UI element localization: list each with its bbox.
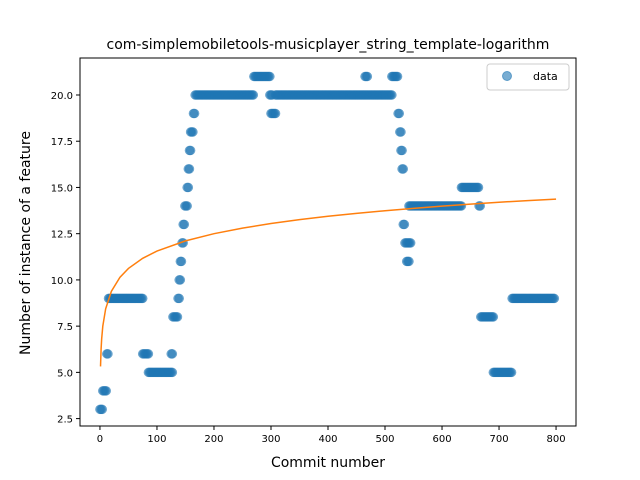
legend-box [486,63,570,91]
data-point [137,293,148,304]
x-tick-label: 100 [147,434,166,445]
x-tick-label: 700 [489,434,508,445]
data-point [394,108,405,119]
x-tick-label: 300 [261,434,280,445]
data-point [188,127,198,137]
data-point [398,164,409,174]
y-tick-label: 12.5 [51,230,73,241]
data-point [175,275,186,285]
data-point [143,349,154,359]
y-tick-label: 10.0 [51,276,73,287]
y-axis-label: Number of instance of a feature [18,131,34,355]
axes: 0 100 200 300 400 500 600 700 800 2.5 5.0 7.5 10.0 12… [51,57,577,445]
data-point [396,127,406,137]
data-point [399,219,410,230]
x-tick-label: 500 [375,434,394,445]
data-point [387,90,397,100]
x-tick-label: 400 [318,434,337,445]
data-point [506,367,517,378]
data-point [362,71,373,82]
data-point [248,90,259,100]
data-point [179,219,190,230]
fit-line [99,198,557,367]
legend-label-data: data [533,70,558,83]
y-tick-label: 20.0 [51,91,73,102]
data-point [405,238,416,248]
data-point [103,349,113,359]
data-point [488,312,499,322]
plot-area [95,71,560,415]
data-point [185,145,196,156]
y-tick-label: 2.5 [57,415,73,426]
data-point [167,349,178,359]
data-point [176,256,187,267]
x-tick-label: 800 [546,434,565,445]
data-point [404,256,414,267]
data-point [549,293,560,304]
y-tick-label: 15.0 [51,183,73,194]
x-tick-label: 0 [97,434,103,445]
data-point [473,182,484,193]
data-point [456,201,467,211]
data-point [189,108,200,119]
data-point [172,312,183,322]
data-point [392,71,403,82]
chart-title: com-simplemobiletools-musicplayer_string… [107,37,550,53]
data-point [265,71,275,82]
data-point [182,201,192,211]
x-tick-label: 200 [204,434,223,445]
y-tick-label: 17.5 [51,137,73,148]
data-point [184,164,195,174]
legend-marker-data [502,71,512,81]
x-axis-label: Commit number [271,455,385,471]
data-point [183,182,194,193]
y-tick-label: 5.0 [57,368,73,379]
x-tick-label: 600 [432,434,451,445]
y-tick-label: 7.5 [57,322,73,333]
data-point [397,145,407,156]
data-point [174,293,184,304]
data-point [167,367,178,378]
data-point [97,404,107,415]
legend: data [486,63,570,91]
data-point [101,386,111,396]
data-point [270,108,281,119]
